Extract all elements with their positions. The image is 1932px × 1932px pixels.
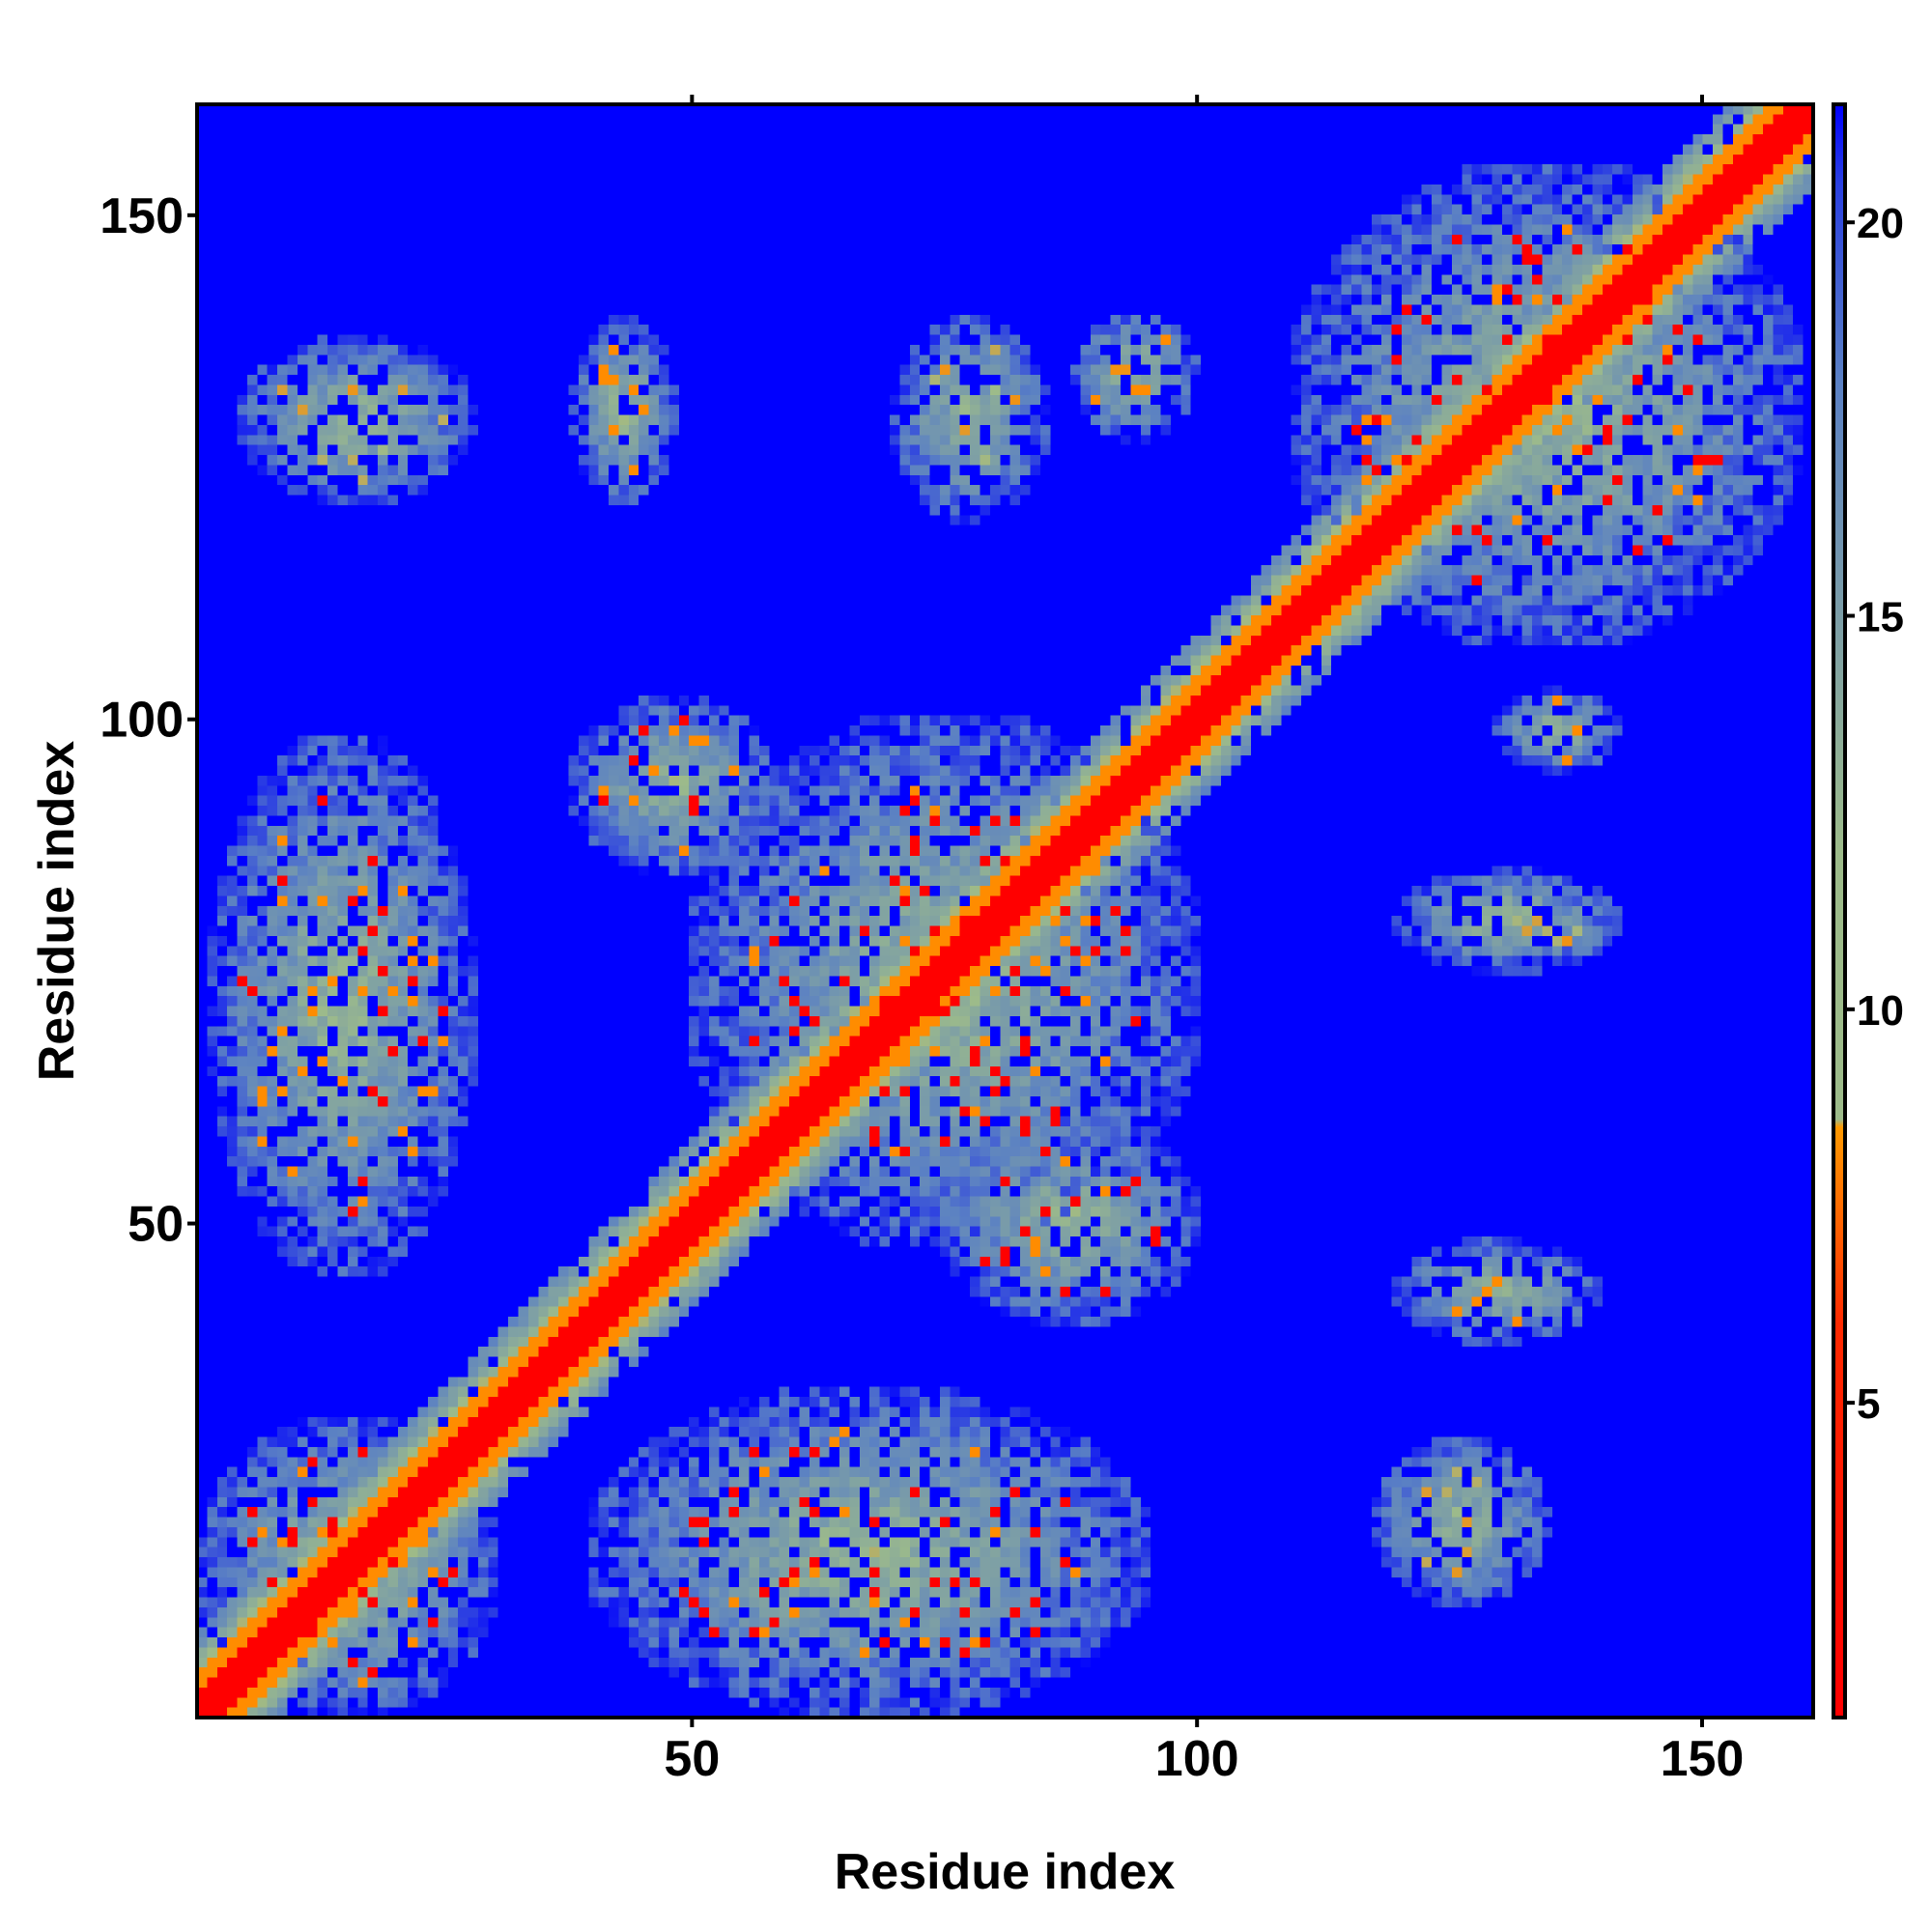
x-tick-label-50: 50 — [664, 1731, 720, 1787]
plot-frame — [195, 102, 1815, 1719]
colorbar-gradient — [1832, 102, 1847, 1719]
y-axis-ticks: 50 100 150 — [99, 188, 197, 1253]
colorbar-tick-label-20: 20 — [1857, 200, 1904, 247]
plot-frame-group — [195, 102, 1815, 1719]
y-tick-label-150: 150 — [99, 188, 184, 244]
x-tick-label-100: 100 — [1155, 1731, 1239, 1787]
heatmap-cells — [197, 104, 1813, 1718]
colorbar-tick-label-5: 5 — [1857, 1380, 1880, 1428]
y-tick-label-50: 50 — [128, 1197, 184, 1253]
colorbar-tick-label-10: 10 — [1857, 987, 1904, 1035]
y-tick-label-100: 100 — [99, 693, 184, 749]
x-tick-label-150: 150 — [1661, 1731, 1745, 1787]
colorbar: 5 10 15 20 — [1832, 102, 1904, 1719]
y-axis-title: Residue index — [29, 741, 85, 1082]
x-axis-ticks: 50 100 150 — [664, 95, 1744, 1787]
x-axis-title: Residue index — [835, 1844, 1176, 1900]
colorbar-tick-label-15: 15 — [1857, 594, 1904, 641]
